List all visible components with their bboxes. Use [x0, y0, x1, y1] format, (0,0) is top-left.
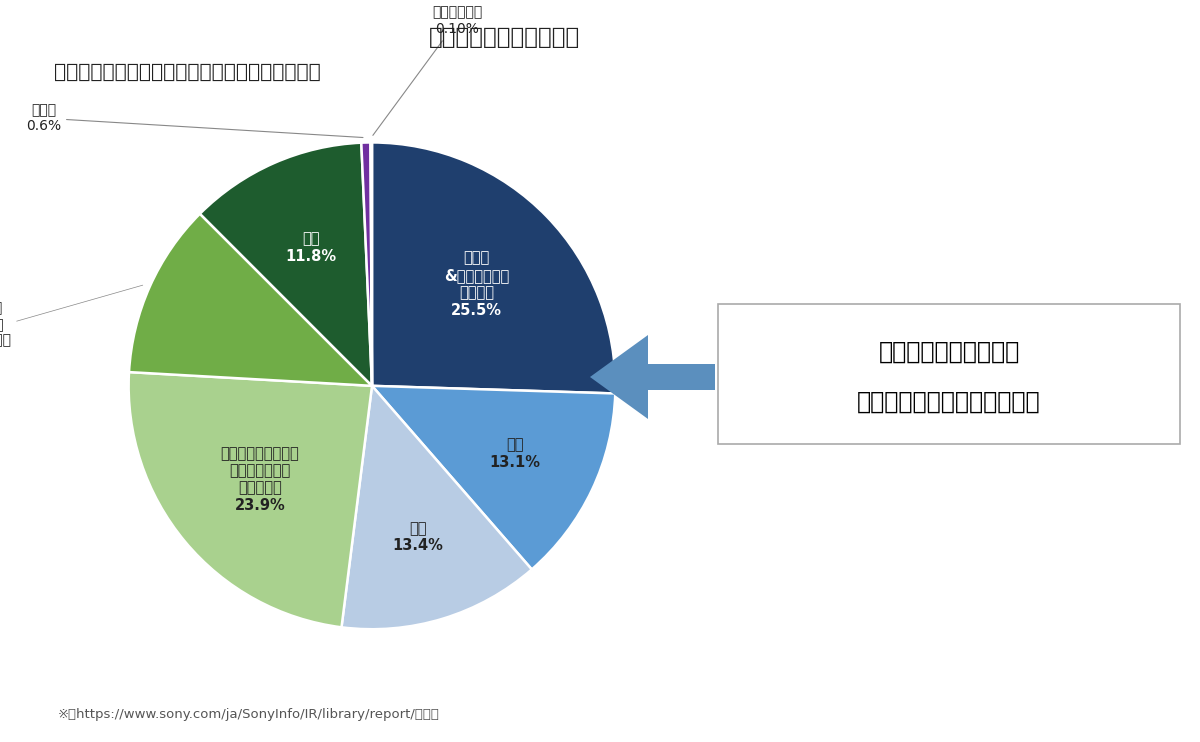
Text: 電気自動車ビジネスに: 電気自動車ビジネスに — [878, 340, 1020, 364]
Text: エンタテインメント
・テクノロジー
＆サービス
23.9%: エンタテインメント ・テクノロジー ＆サービス 23.9% — [221, 446, 299, 513]
FancyBboxPatch shape — [718, 304, 1180, 444]
Text: ※　https://www.sony.com/ja/SonyInfo/IR/library/report/　より: ※ https://www.sony.com/ja/SonyInfo/IR/li… — [58, 708, 439, 721]
Wedge shape — [130, 214, 372, 386]
Text: 全社（共通）
0.10%: 全社（共通） 0.10% — [373, 6, 482, 135]
Text: 金融
11.8%: 金融 11.8% — [286, 232, 337, 264]
Wedge shape — [372, 386, 616, 569]
Wedge shape — [361, 142, 372, 386]
Wedge shape — [128, 372, 372, 627]
Text: 関するものは読み取れない。: 関するものは読み取れない。 — [857, 390, 1040, 414]
Text: ビジネス別売上高構成比（２０２２年度上半期）: ビジネス別売上高構成比（２０２２年度上半期） — [54, 63, 320, 82]
Wedge shape — [342, 386, 532, 629]
Wedge shape — [372, 142, 616, 393]
Wedge shape — [200, 142, 372, 386]
Text: イメージング
&センシング
・ソリューション
11.6%: イメージング &センシング ・ソリューション 11.6% — [0, 285, 143, 364]
Wedge shape — [371, 142, 372, 386]
Polygon shape — [590, 335, 715, 419]
Text: その他
0.6%: その他 0.6% — [26, 103, 362, 137]
Text: 音楽
13.1%: 音楽 13.1% — [490, 438, 540, 470]
Text: （例）ソニーの開示資料: （例）ソニーの開示資料 — [428, 26, 580, 49]
Text: 映画
13.4%: 映画 13.4% — [392, 521, 444, 554]
Text: ゲーム
&ネットワーク
サービス
25.5%: ゲーム &ネットワーク サービス 25.5% — [444, 251, 510, 318]
